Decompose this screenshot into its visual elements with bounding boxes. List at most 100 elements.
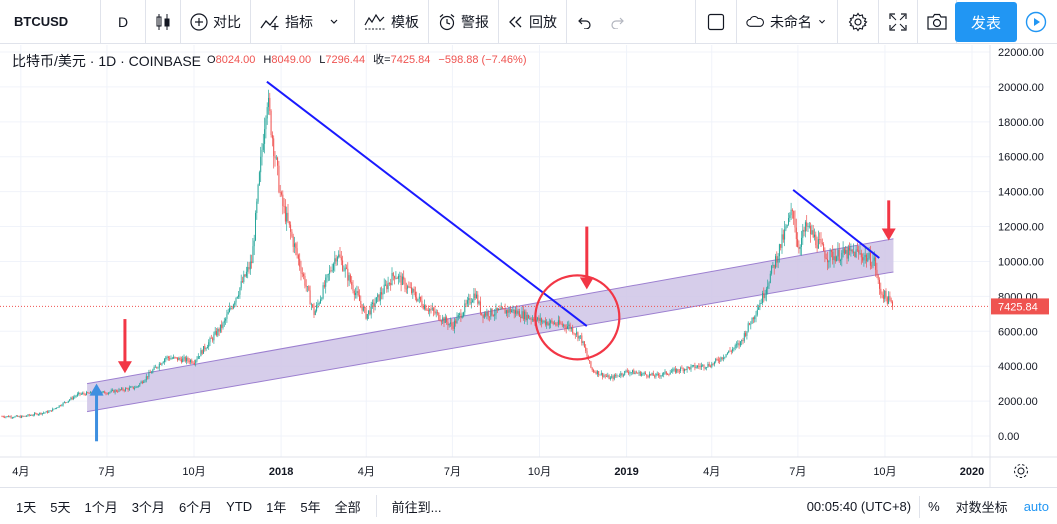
candle-body xyxy=(708,363,710,367)
indicators-button[interactable]: 指标 xyxy=(251,0,354,44)
candle-body xyxy=(624,370,626,375)
candle-body xyxy=(222,322,224,328)
range-1y[interactable]: 1年 xyxy=(266,499,287,515)
candle-body xyxy=(234,302,236,305)
price-tick-label: 12000.00 xyxy=(998,222,1044,234)
candle-body xyxy=(283,206,285,207)
candle-body xyxy=(9,416,11,418)
candle-body xyxy=(63,402,65,403)
undo-button[interactable] xyxy=(567,0,601,44)
symbol-search[interactable]: BTCUSD xyxy=(14,14,69,29)
compare-button[interactable]: 对比 xyxy=(181,0,250,44)
candle-body xyxy=(36,413,38,415)
candle-body xyxy=(892,301,893,307)
candle-body xyxy=(18,416,20,417)
candle-body xyxy=(453,320,455,329)
candle-body xyxy=(391,273,393,286)
candle-body xyxy=(301,273,303,275)
candle-body xyxy=(144,380,146,382)
percent-toggle[interactable]: % xyxy=(928,499,940,514)
layout-menu-button[interactable]: 未命名 xyxy=(737,0,837,44)
play-circle-icon xyxy=(1025,11,1047,33)
range-ytd[interactable]: YTD xyxy=(226,498,253,514)
clock-timezone[interactable]: 00:05:40 (UTC+8) xyxy=(806,499,912,514)
candle-body xyxy=(512,309,514,311)
range-1d[interactable]: 1天 xyxy=(16,499,37,515)
range-5d[interactable]: 5天 xyxy=(50,499,71,515)
interval-selector[interactable]: D xyxy=(117,13,129,30)
candle-body xyxy=(773,264,775,268)
candle-body xyxy=(255,212,256,241)
settings-button[interactable] xyxy=(838,0,878,44)
candle-body xyxy=(560,323,562,325)
range-5y[interactable]: 5年 xyxy=(300,499,321,515)
candle-body xyxy=(515,310,516,314)
candle-body xyxy=(546,321,548,325)
chart-style-button[interactable] xyxy=(146,0,180,44)
candle-body xyxy=(741,340,743,342)
toolbar-divider xyxy=(837,0,838,44)
candle-body xyxy=(702,364,704,366)
candle-body xyxy=(282,194,284,207)
candle-body xyxy=(517,311,519,314)
candle-body xyxy=(1,416,3,418)
candle-body xyxy=(240,281,242,288)
alert-button[interactable]: 警报 xyxy=(429,0,498,44)
candle-body xyxy=(75,395,77,397)
candle-body xyxy=(271,134,273,139)
range-6m[interactable]: 6个月 xyxy=(178,499,213,515)
candle-body xyxy=(388,282,390,284)
candle-body xyxy=(175,357,177,359)
candle-body xyxy=(171,358,173,360)
legend-close: 7425.84 xyxy=(390,54,431,66)
candle-body xyxy=(125,388,126,391)
goto-date-button[interactable]: 前往到... xyxy=(391,499,442,515)
candle-body xyxy=(335,258,337,262)
range-1m[interactable]: 1个月 xyxy=(84,499,118,515)
candle-body xyxy=(769,273,771,283)
candle-body xyxy=(54,408,56,409)
snapshot-button[interactable] xyxy=(918,0,956,44)
redo-button[interactable] xyxy=(601,0,635,44)
candle-body xyxy=(4,416,6,418)
candle-body xyxy=(37,414,39,416)
candle-body xyxy=(537,317,539,320)
candle-body xyxy=(139,383,141,386)
candle-body xyxy=(612,376,614,379)
candle-body xyxy=(86,392,87,396)
candle-body xyxy=(485,313,487,316)
candle-body xyxy=(607,375,609,377)
chart-pane[interactable]: 22000.00 20000.00 18000.00 16000.00 14000.00… xyxy=(0,45,1057,487)
candle-body xyxy=(235,297,237,303)
candle-body xyxy=(30,415,32,416)
range-all[interactable]: 全部 xyxy=(334,499,361,515)
axis-gear-icon-ring xyxy=(1014,464,1028,478)
candle-body xyxy=(698,365,700,367)
candle-body xyxy=(543,320,545,322)
play-button[interactable] xyxy=(1017,2,1055,42)
candle-body xyxy=(710,366,711,368)
candle-body xyxy=(777,256,779,263)
candle-body xyxy=(87,392,89,394)
candle-body xyxy=(739,341,741,346)
candle-body xyxy=(408,286,410,288)
candle-body xyxy=(430,309,432,310)
auto-scale-toggle[interactable]: auto xyxy=(1023,499,1049,514)
candle-body xyxy=(217,329,219,336)
publish-button[interactable]: 发表 xyxy=(955,2,1017,42)
log-scale-toggle[interactable]: 对数坐标 xyxy=(955,500,1008,515)
price-chart[interactable]: 22000.00 20000.00 18000.00 16000.00 14000.00… xyxy=(0,45,1057,487)
candle-body xyxy=(873,257,875,261)
candle-body xyxy=(827,259,828,263)
toolbar-divider xyxy=(145,0,146,44)
candle-body xyxy=(680,367,682,372)
candle-body xyxy=(320,299,321,304)
templates-button[interactable]: 模板 xyxy=(355,0,428,44)
fullscreen-button[interactable] xyxy=(879,0,917,44)
replay-button[interactable]: 回放 xyxy=(499,0,566,44)
candle-body xyxy=(141,381,143,383)
replay-label: 回放 xyxy=(529,13,557,30)
fullscreen-select-button[interactable] xyxy=(696,0,736,44)
candle-body xyxy=(135,386,137,389)
range-3m[interactable]: 3个月 xyxy=(131,499,165,515)
